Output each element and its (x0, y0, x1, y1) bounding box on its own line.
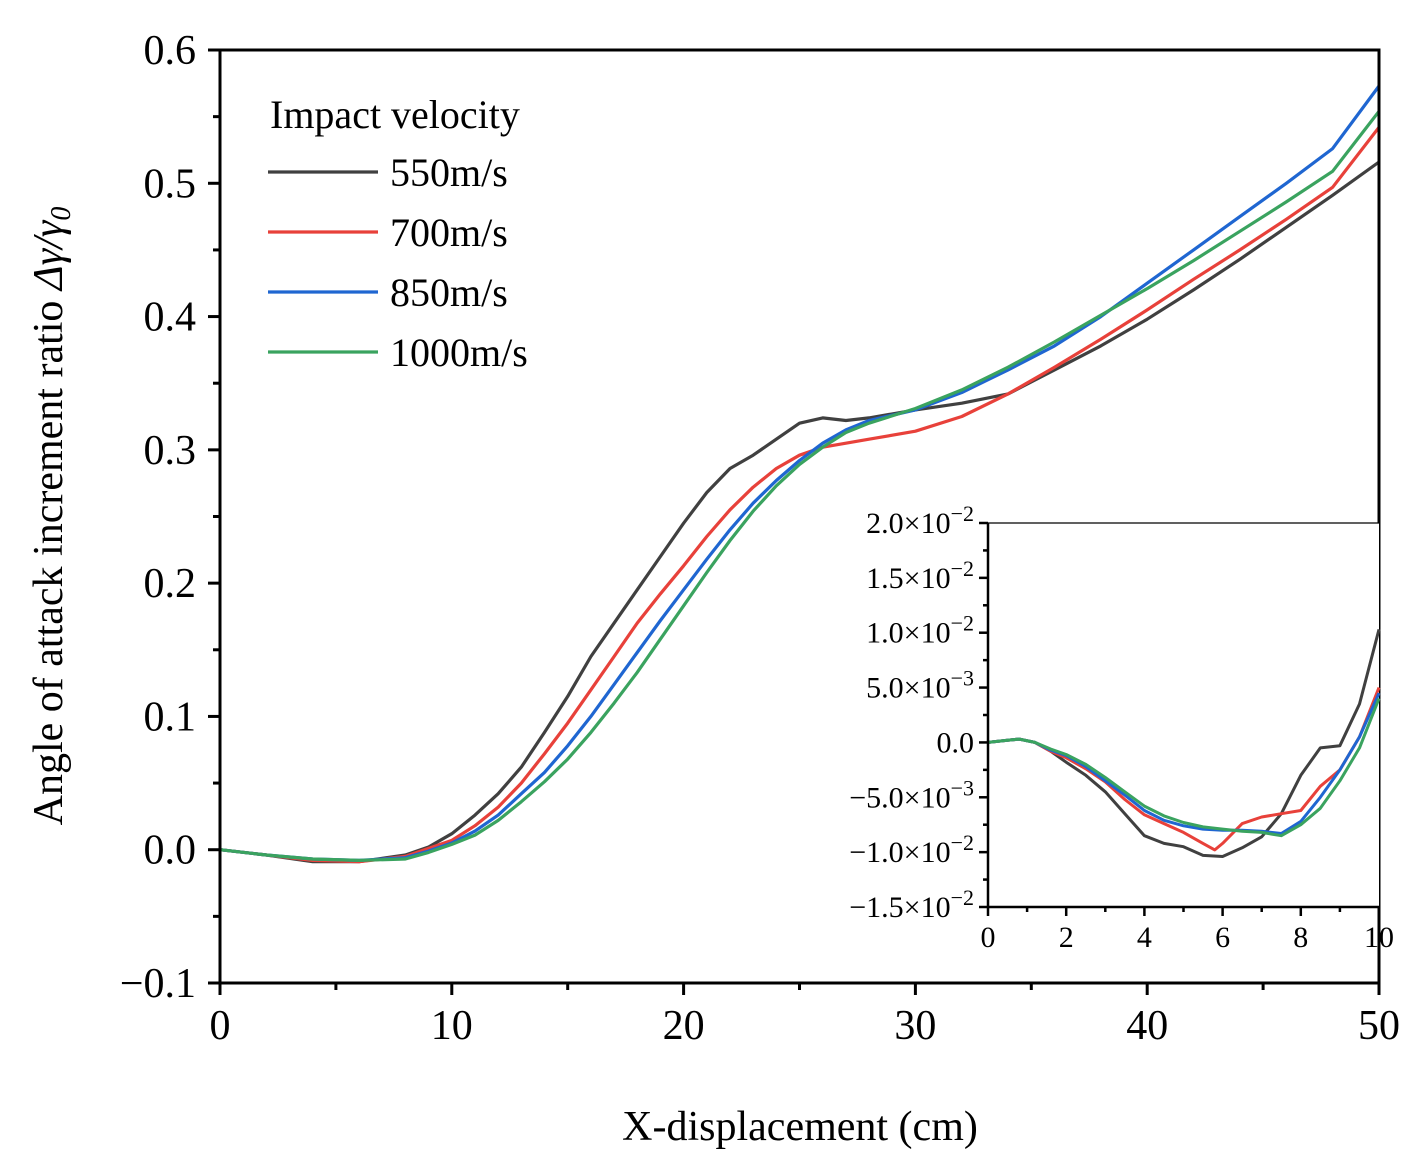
inset-series-line-1000m/s (987, 697, 1381, 838)
x-tick-label: 50 (1358, 1003, 1400, 1049)
inset-y-tick-exponent: −3 (951, 666, 974, 691)
inset-y-tick-exponent: −3 (951, 775, 974, 800)
legend-label-1000m/s: 1000m/s (390, 330, 528, 375)
inset-y-tick-label: 5.0×10−3 (866, 666, 974, 705)
main-series-group (219, 85, 1381, 864)
inset-x-tick-label: 8 (1293, 921, 1308, 954)
legend: Impact velocity 550m/s 700m/s 850m/s 1000m/… (268, 92, 528, 375)
x-tick-label: 40 (1126, 1003, 1168, 1049)
y-tick-label: 0.2 (144, 561, 197, 607)
inset-background (988, 523, 1379, 907)
series-line-1000m/s (219, 110, 1381, 862)
inset-y-tick-mantissa: 1.0×10 (866, 617, 950, 650)
inset-axes: 0 2 4 6 8 10−1.5×10−2−1.0×10−2−5.0×10−30.05.0… (849, 501, 1394, 954)
x-axis-title: X-displacement (cm) (622, 1104, 978, 1150)
inset-y-tick-label: 1.5×10−2 (866, 556, 974, 595)
inset-y-tick-exponent: −2 (951, 830, 974, 855)
inset-y-tick-label: −5.0×10−3 (849, 775, 974, 814)
series-line-550m/s (219, 160, 1380, 864)
y-axis-title-subscript: 0 (46, 207, 77, 221)
legend-label-550m/s: 550m/s (390, 150, 508, 195)
y-tick-label: 0.3 (144, 428, 197, 474)
x-tick-label: 0 (210, 1003, 231, 1049)
inset-y-tick-mantissa: −1.0×10 (849, 836, 950, 869)
x-tick-label: 10 (431, 1003, 473, 1049)
inset-y-tick-exponent: −2 (951, 556, 974, 581)
legend-title: Impact velocity (270, 92, 520, 137)
y-tick-label: 0.5 (144, 161, 197, 207)
inset-y-tick-exponent: −2 (951, 885, 974, 910)
x-tick-label: 30 (894, 1003, 936, 1049)
inset-x-tick-label: 10 (1364, 921, 1394, 954)
y-tick-label: 0.6 (144, 28, 197, 74)
series-line-700m/s (219, 126, 1381, 864)
legend-items: 550m/s 700m/s 850m/s 1000m/s (268, 150, 528, 375)
inset-x-tick-label: 0 (981, 921, 996, 954)
x-tick-label: 20 (663, 1003, 705, 1049)
inset-y-tick-label: −1.5×10−2 (849, 885, 974, 924)
inset-y-tick-exponent: −2 (951, 611, 974, 636)
inset-x-tick-label: 2 (1059, 921, 1074, 954)
inset-x-tick-label: 4 (1137, 921, 1152, 954)
inset-x-tick-label: 6 (1215, 921, 1230, 954)
inset-y-tick-mantissa: −1.5×10 (849, 891, 950, 924)
y-tick-label: 0.4 (144, 295, 197, 341)
inset-series-group (987, 629, 1381, 858)
inset-y-tick-mantissa: −5.0×10 (849, 781, 950, 814)
inset-y-tick-exponent: −2 (951, 501, 974, 526)
inset-plot: 0 2 4 6 8 10−1.5×10−2−1.0×10−2−5.0×10−30.05.0… (849, 501, 1394, 954)
legend-label-850m/s: 850m/s (390, 270, 508, 315)
inset-y-tick-label: 1.0×10−2 (866, 611, 974, 650)
y-axis-title-symbol: Δγ/γ (26, 219, 72, 292)
y-tick-label: 0.0 (144, 828, 197, 874)
main-plot: 0 10 20 30 40 50−0.10.00.10.20.30.40.50.6 (120, 28, 1400, 1049)
inset-y-tick-mantissa: 1.5×10 (866, 562, 950, 595)
legend-label-700m/s: 700m/s (390, 210, 508, 255)
main-axes: 0 10 20 30 40 50−0.10.00.10.20.30.40.50.6 (120, 28, 1400, 1049)
y-axis-title: Angle of attack increment ratio Δγ/γ0 (26, 207, 77, 826)
inset-y-tick-label: −1.0×10−2 (849, 830, 974, 869)
inset-y-tick-mantissa: 5.0×10 (866, 672, 950, 705)
inset-y-tick-label: 2.0×10−2 (866, 501, 974, 540)
y-axis-title-text: Angle of attack increment ratio (26, 290, 72, 825)
inset-y-tick-mantissa: 2.0×10 (866, 507, 950, 540)
inset-y-tick-label: 0.0 (937, 726, 975, 759)
y-tick-label: 0.1 (144, 694, 197, 740)
inset-y-tick-mantissa: 0.0 (937, 726, 975, 759)
y-tick-label: −0.1 (120, 961, 196, 1007)
